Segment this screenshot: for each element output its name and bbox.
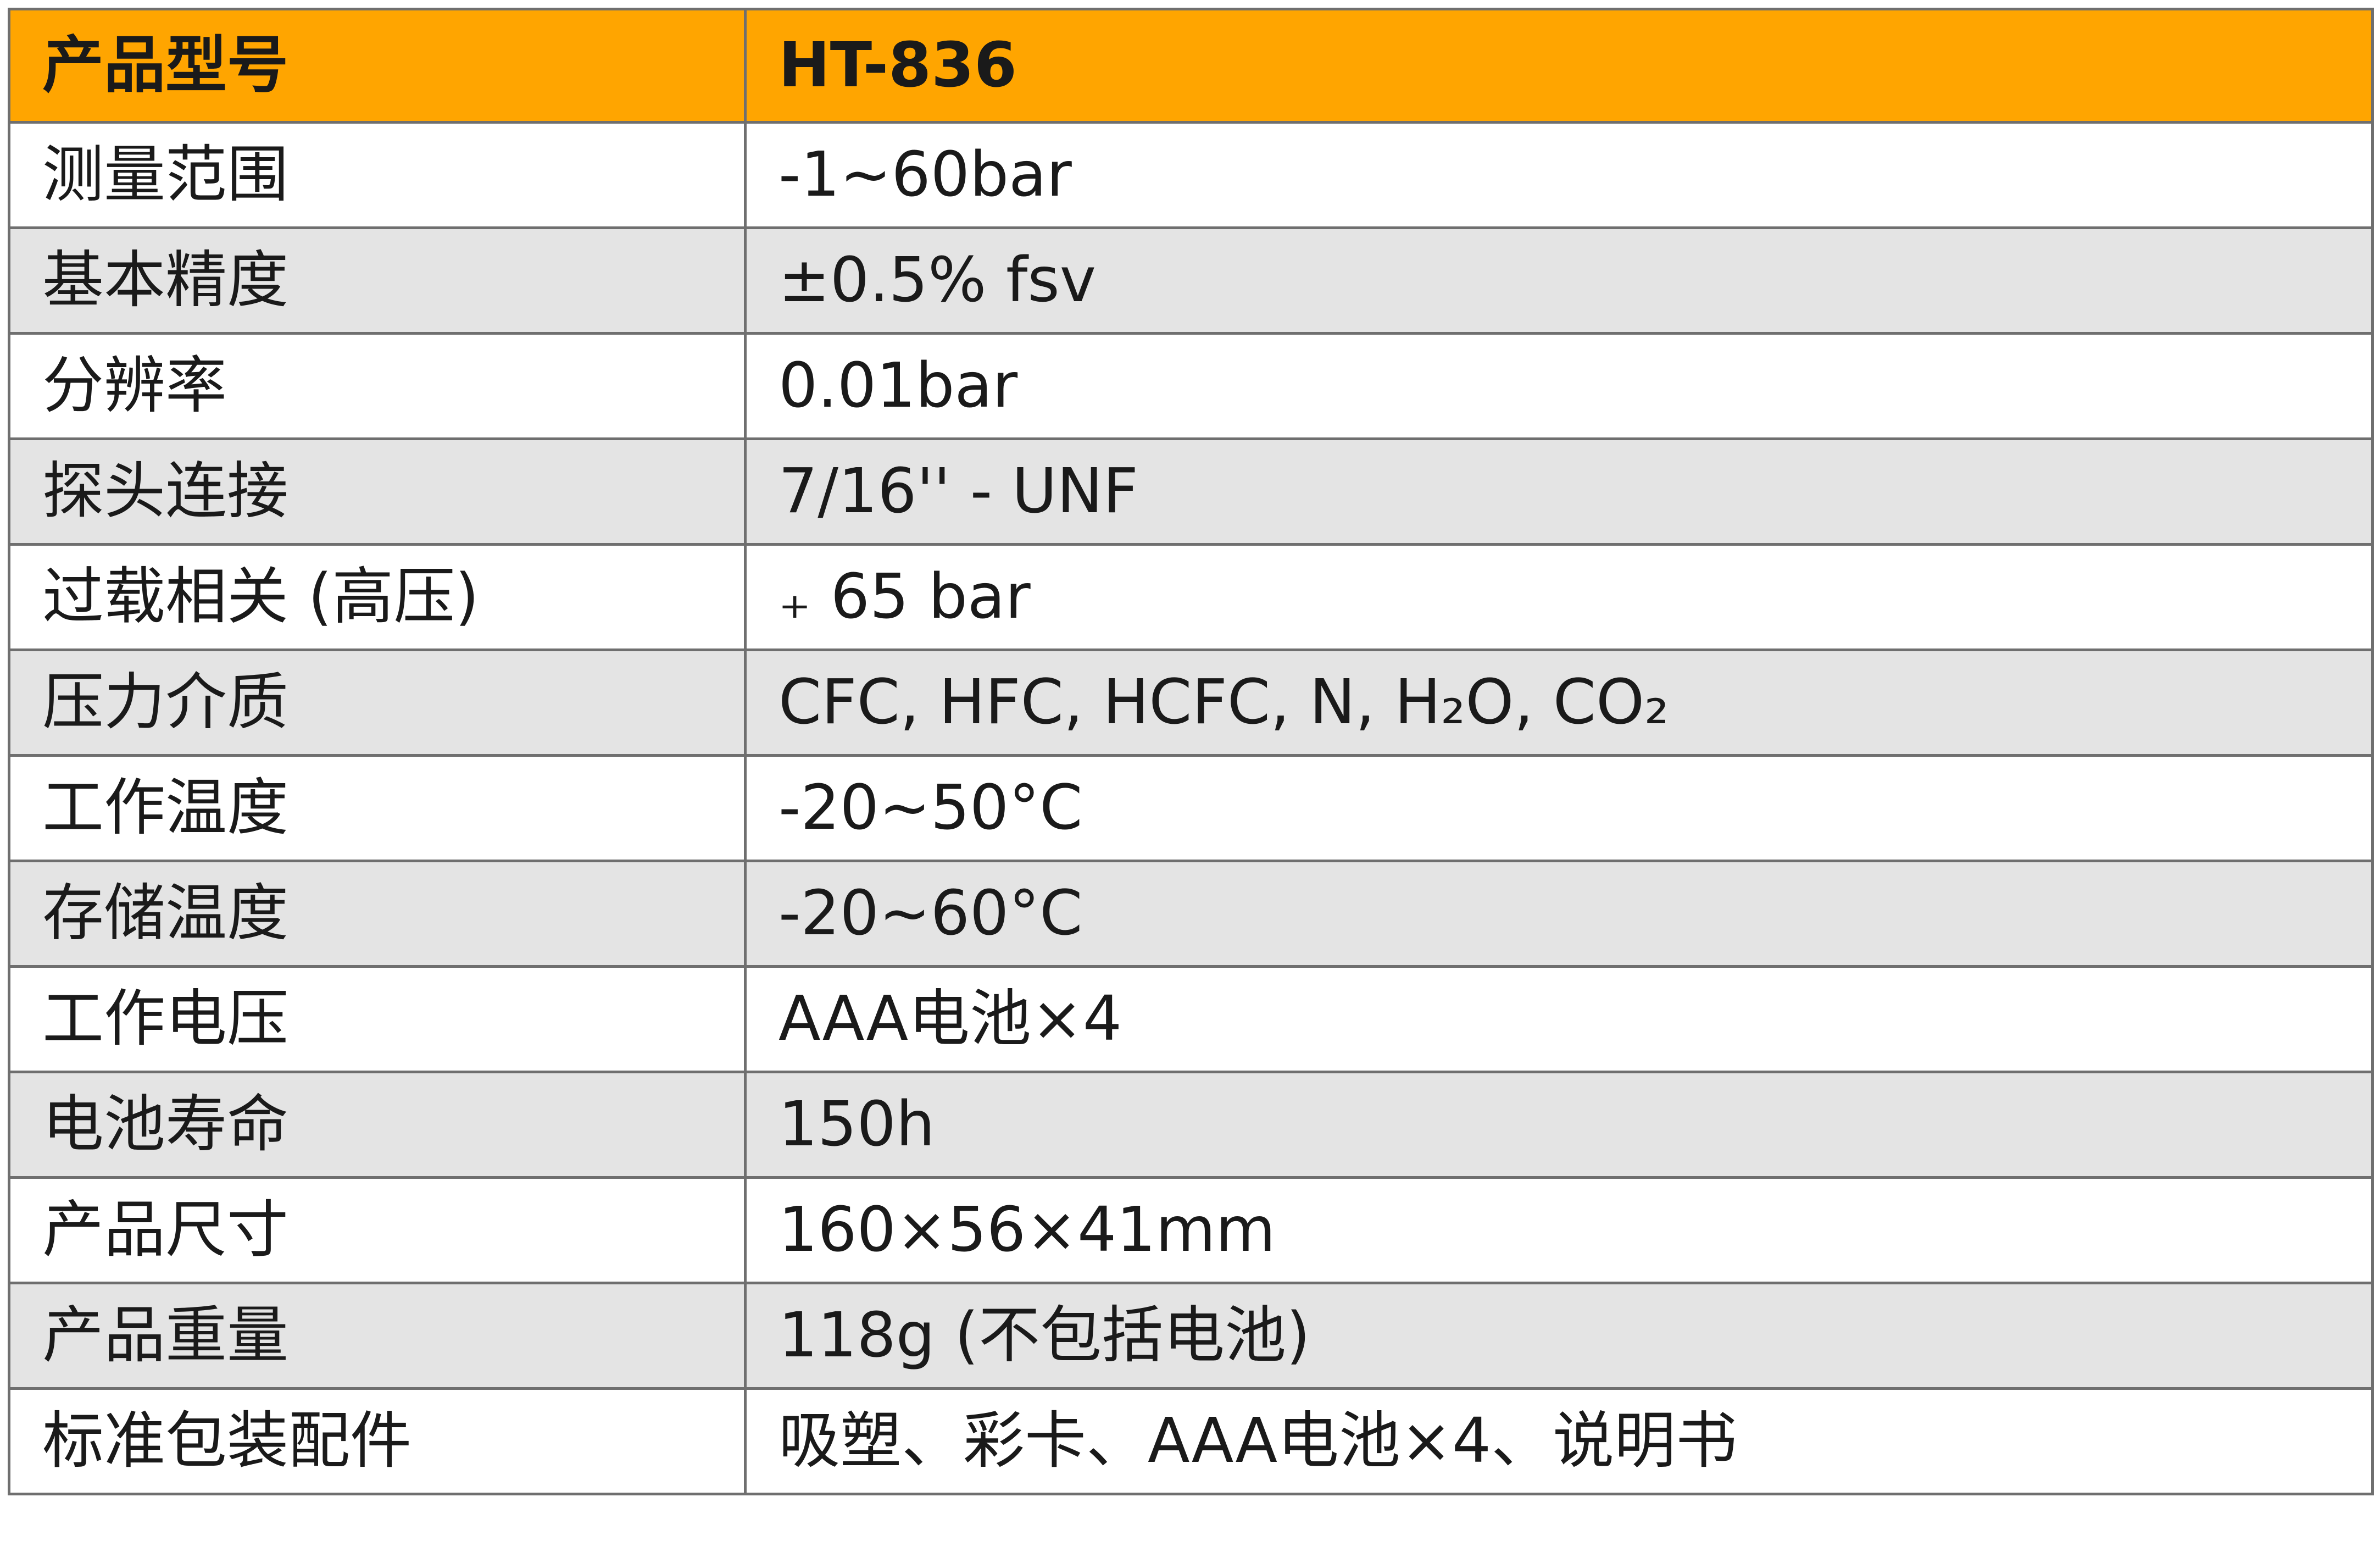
table-row: 过载相关 (高压) ₊ 65 bar — [8, 543, 2374, 651]
table-row: 产品尺寸 160×56×41mm — [8, 1176, 2374, 1284]
row-label: 存储温度 — [8, 860, 747, 968]
row-label: 分辨率 — [8, 332, 747, 440]
row-value: 118g (不包括电池) — [744, 1282, 2374, 1390]
row-value: AAA电池×4 — [744, 965, 2374, 1073]
row-value: 吸塑、彩卡、AAA电池×4、说明书 — [744, 1387, 2374, 1495]
row-value: 0.01bar — [744, 332, 2374, 440]
row-label: 工作电压 — [8, 965, 747, 1073]
table-header-row: 产品型号 HT-836 — [8, 8, 2374, 124]
row-label: 产品重量 — [8, 1282, 747, 1390]
table-row: 标准包装配件 吸塑、彩卡、AAA电池×4、说明书 — [8, 1387, 2374, 1495]
row-value: -1~60bar — [744, 121, 2374, 229]
row-label: 探头连接 — [8, 437, 747, 546]
table-row: 工作温度 -20~50°C — [8, 754, 2374, 862]
row-value: CFC, HFC, HCFC, N, H₂O, CO₂ — [744, 648, 2374, 757]
table-row: 产品重量 118g (不包括电池) — [8, 1282, 2374, 1390]
table-row: 电池寿命 150h — [8, 1071, 2374, 1179]
row-label: 标准包装配件 — [8, 1387, 747, 1495]
row-label: 测量范围 — [8, 121, 747, 229]
row-label: 电池寿命 — [8, 1071, 747, 1179]
table-row: 探头连接 7/16'' - UNF — [8, 437, 2374, 546]
row-value: -20~50°C — [744, 754, 2374, 862]
row-label: 基本精度 — [8, 226, 747, 335]
table-row: 压力介质 CFC, HFC, HCFC, N, H₂O, CO₂ — [8, 648, 2374, 757]
row-value: ±0.5% fsv — [744, 226, 2374, 335]
spec-table: 产品型号 HT-836 测量范围 -1~60bar 基本精度 ±0.5% fsv… — [8, 8, 2374, 1495]
header-label-cell: 产品型号 — [8, 8, 747, 124]
table-row: 工作电压 AAA电池×4 — [8, 965, 2374, 1073]
row-label: 产品尺寸 — [8, 1176, 747, 1284]
table-row: 基本精度 ±0.5% fsv — [8, 226, 2374, 335]
header-value-cell: HT-836 — [744, 8, 2374, 124]
row-label: 工作温度 — [8, 754, 747, 862]
row-label: 压力介质 — [8, 648, 747, 757]
table-row: 分辨率 0.01bar — [8, 332, 2374, 440]
table-row: 测量范围 -1~60bar — [8, 121, 2374, 229]
row-value: 150h — [744, 1071, 2374, 1179]
row-value: 7/16'' - UNF — [744, 437, 2374, 546]
row-value: 160×56×41mm — [744, 1176, 2374, 1284]
row-label: 过载相关 (高压) — [8, 543, 747, 651]
row-value: ₊ 65 bar — [744, 543, 2374, 651]
table-row: 存储温度 -20~60°C — [8, 860, 2374, 968]
row-value: -20~60°C — [744, 860, 2374, 968]
